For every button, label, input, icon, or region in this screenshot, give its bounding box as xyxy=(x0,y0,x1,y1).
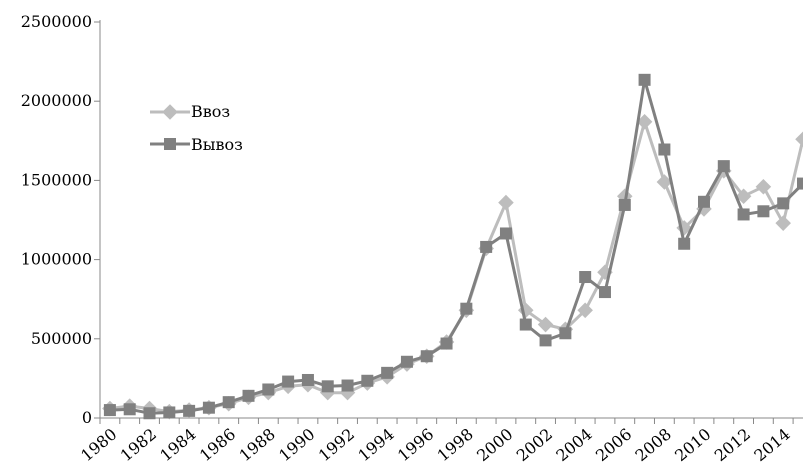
data-point-square xyxy=(777,197,790,210)
data-point-square xyxy=(797,177,803,190)
series-layer xyxy=(102,73,803,420)
series-line xyxy=(109,78,803,415)
data-point-square xyxy=(598,286,611,299)
x-tick-label: 1982 xyxy=(117,425,160,466)
x-tick-label: 2004 xyxy=(552,425,595,466)
data-point-square xyxy=(123,403,136,416)
x-axis-ticks: 1980198219841986198819901992199419961998… xyxy=(77,418,794,465)
x-tick-label: 1996 xyxy=(394,425,437,466)
data-point-square xyxy=(381,366,394,379)
data-point-diamond xyxy=(795,131,803,147)
data-point-square xyxy=(579,271,592,284)
x-tick-label: 2008 xyxy=(632,425,675,466)
data-point-square xyxy=(163,406,176,419)
data-point-diamond xyxy=(498,194,514,211)
legend-entry-export: Вывоз xyxy=(150,135,243,154)
data-point-diamond xyxy=(735,188,752,205)
data-point-square xyxy=(559,327,572,340)
x-tick-label: 1984 xyxy=(156,425,199,466)
y-tick-label: 2500000 xyxy=(21,12,92,31)
series-import xyxy=(102,114,803,420)
data-point-diamond xyxy=(775,215,791,231)
legend-marker-export xyxy=(164,138,176,150)
x-tick-label: 1998 xyxy=(434,425,477,466)
x-tick-label: 1980 xyxy=(77,425,120,466)
data-point-square xyxy=(103,404,116,417)
data-point-square xyxy=(282,375,295,388)
legend-marker-import xyxy=(162,104,178,120)
legend-label-import: Ввоз xyxy=(191,102,230,121)
data-point-square xyxy=(737,208,750,221)
data-point-square xyxy=(143,407,156,420)
data-point-square xyxy=(183,404,196,417)
data-point-square xyxy=(757,205,770,218)
x-tick-label: 2014 xyxy=(750,425,793,466)
data-point-square xyxy=(480,240,493,253)
x-tick-label: 2002 xyxy=(513,425,556,466)
data-point-square xyxy=(400,355,413,368)
data-point-square xyxy=(539,334,552,347)
axes xyxy=(99,20,803,419)
x-tick-label: 1988 xyxy=(235,425,278,466)
x-tick-label: 2010 xyxy=(671,425,714,466)
data-point-square xyxy=(678,237,691,250)
data-point-square xyxy=(638,73,651,86)
data-point-square xyxy=(242,389,255,402)
x-tick-label: 1986 xyxy=(196,425,239,466)
legend: Ввоз Вывоз xyxy=(150,102,243,154)
y-tick-label: 1500000 xyxy=(21,170,92,189)
data-point-square xyxy=(440,337,453,350)
y-tick-label: 1000000 xyxy=(21,250,92,269)
data-point-square xyxy=(717,160,730,173)
data-point-square xyxy=(697,195,710,208)
legend-label-export: Вывоз xyxy=(191,135,243,154)
y-tick-label: 500000 xyxy=(31,329,92,348)
data-point-square xyxy=(618,198,631,211)
y-tick-label: 2000000 xyxy=(21,91,92,110)
data-point-square xyxy=(301,373,314,386)
data-point-diamond xyxy=(755,178,772,195)
x-tick-label: 1990 xyxy=(275,425,318,466)
data-point-square xyxy=(321,380,334,393)
data-point-square xyxy=(341,379,354,392)
data-point-square xyxy=(361,374,374,387)
data-point-square xyxy=(202,401,215,414)
x-tick-label: 2012 xyxy=(711,425,754,466)
data-point-diamond xyxy=(656,174,673,190)
data-point-square xyxy=(460,302,473,315)
x-tick-label: 2006 xyxy=(592,425,635,466)
data-point-square xyxy=(519,318,532,331)
y-axis-ticks: 0 500000 1000000 1500000 2000000 2500000 xyxy=(21,12,100,427)
x-tick-label: 1992 xyxy=(315,425,358,466)
data-point-square xyxy=(499,227,512,240)
series-export xyxy=(103,73,803,420)
data-point-square xyxy=(222,396,235,409)
data-point-square xyxy=(262,383,275,396)
data-point-square xyxy=(420,350,433,363)
legend-entry-import: Ввоз xyxy=(150,102,230,121)
x-tick-label: 2000 xyxy=(473,425,516,466)
data-point-square xyxy=(658,143,671,156)
y-tick-label: 0 xyxy=(82,408,92,427)
x-tick-label: 1994 xyxy=(354,425,397,466)
series-line xyxy=(109,120,803,414)
